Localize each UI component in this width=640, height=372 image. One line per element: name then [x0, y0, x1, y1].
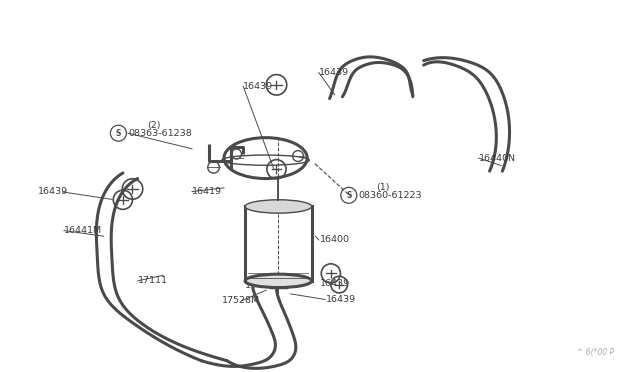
Ellipse shape: [245, 200, 312, 213]
Text: 17111: 17111: [138, 276, 168, 285]
Text: ^ 6(*00 P: ^ 6(*00 P: [577, 348, 614, 357]
Text: 08360-61223: 08360-61223: [358, 191, 422, 200]
Text: (1): (1): [376, 183, 390, 192]
Text: 16439: 16439: [244, 281, 275, 290]
Text: 16439: 16439: [319, 68, 349, 77]
Text: S: S: [116, 129, 121, 138]
Text: 16419: 16419: [192, 187, 222, 196]
Text: 16439: 16439: [243, 82, 273, 91]
Text: S: S: [346, 191, 351, 200]
Text: 16441M: 16441M: [64, 226, 102, 235]
Text: 17528M: 17528M: [221, 296, 260, 305]
Text: 08363-61238: 08363-61238: [128, 129, 192, 138]
Text: 16439: 16439: [320, 279, 350, 288]
Text: 16400: 16400: [320, 235, 350, 244]
Text: 16440N: 16440N: [479, 154, 516, 163]
Ellipse shape: [245, 274, 312, 288]
Text: 16439: 16439: [38, 187, 68, 196]
Text: (2): (2): [147, 121, 161, 130]
Text: 16439: 16439: [326, 295, 356, 304]
